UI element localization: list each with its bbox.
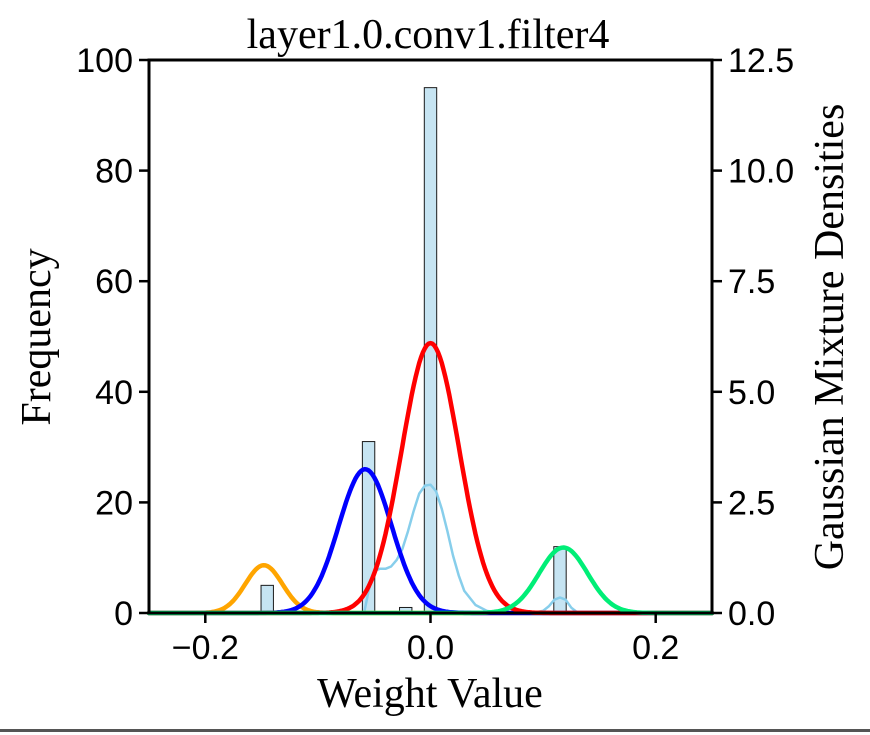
y2-axis-ticks: 0.0 2.5 5.0 7.5 10.0 12.5 [712, 42, 794, 633]
x-axis-label: Weight Value [317, 671, 543, 717]
y2-tick-label: 7.5 [728, 263, 775, 301]
y2-tick-label: 2.5 [728, 484, 775, 522]
y-tick-label: 100 [76, 42, 133, 80]
y2-tick-label: 12.5 [728, 42, 794, 80]
x-tick-label: −0.2 [172, 629, 239, 667]
chart-title: layer1.0.conv1.filter4 [247, 12, 610, 58]
y-tick-label: 40 [95, 374, 133, 412]
y-tick-label: 20 [95, 484, 133, 522]
histogram-bar [260, 584, 274, 614]
y2-tick-label: 0.0 [728, 595, 775, 633]
y2-tick-label: 10.0 [728, 153, 794, 191]
y-tick-label: 80 [95, 153, 133, 191]
y2-axis-label: Gaussian Mixture Densities [807, 104, 853, 571]
x-tick-label: 0.2 [632, 629, 679, 667]
histogram-bars [260, 87, 567, 614]
y-axis-label: Frequency [14, 248, 60, 425]
y2-tick-label: 5.0 [728, 374, 775, 412]
y-tick-label: 0 [114, 595, 133, 633]
bottom-divider [0, 729, 870, 732]
x-tick-label: 0.0 [407, 629, 454, 667]
y-tick-label: 60 [95, 263, 133, 301]
x-axis-ticks: −0.2 0.0 0.2 [172, 613, 679, 667]
y-axis-ticks: 0 20 40 60 80 100 [76, 42, 149, 633]
histogram-bar [553, 546, 567, 614]
